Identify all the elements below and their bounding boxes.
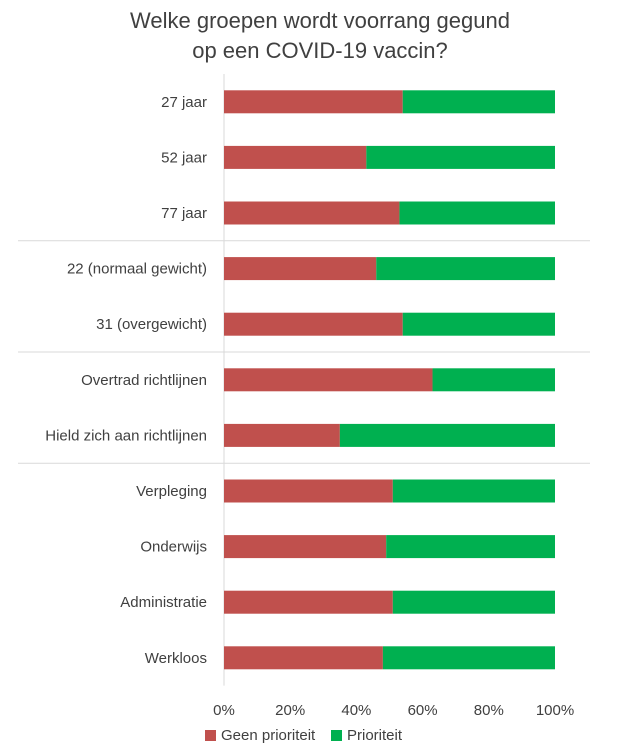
bar-segment-prioriteit [382,646,555,670]
category-label: 22 (normaal gewicht) [67,261,207,278]
bar-segment-geen-prioriteit [224,646,383,670]
bar-segment-geen-prioriteit [224,368,433,392]
bar-segment-prioriteit [386,535,555,559]
category-label: Verpleging [136,483,207,500]
bar-segment-geen-prioriteit [224,479,393,503]
legend-swatch-prioriteit [331,730,342,741]
category-label: 77 jaar [161,205,207,222]
x-tick-label: 0% [213,702,235,719]
bar-segment-prioriteit [376,257,555,281]
category-label: Administratie [120,594,207,611]
bar-segment-prioriteit [402,90,555,114]
legend-label: Geen prioriteit [221,727,316,744]
bar-segment-geen-prioriteit [224,257,377,281]
x-tick-label: 60% [408,702,438,719]
chart-title-line-1: Welke groepen wordt voorrang gegund [130,8,510,33]
category-label: 31 (overgewicht) [96,316,207,333]
x-tick-label: 40% [341,702,371,719]
bar-segment-prioriteit [432,368,555,392]
x-tick-label: 100% [536,702,574,719]
bar-segment-geen-prioriteit [224,423,340,447]
bar-segment-geen-prioriteit [224,312,403,336]
bar-segment-prioriteit [366,145,555,169]
category-label: Overtrad richtlijnen [81,372,207,389]
x-tick-label: 20% [275,702,305,719]
bar-segment-prioriteit [392,479,555,503]
x-tick-label: 80% [474,702,504,719]
category-label: 52 jaar [161,149,207,166]
bar-segment-prioriteit [392,590,555,614]
category-label: Werkloos [145,650,207,667]
bar-segment-prioriteit [339,423,555,447]
bar-segment-geen-prioriteit [224,535,387,559]
category-label: 27 jaar [161,94,207,111]
chart-title-line-2: op een COVID-19 vaccin? [192,38,448,63]
bar-segment-prioriteit [402,312,555,336]
legend-label: Prioriteit [347,727,403,744]
bar-segment-geen-prioriteit [224,590,393,614]
legend-swatch-geen-prioriteit [205,730,216,741]
bar-segment-prioriteit [399,201,555,225]
category-label: Onderwijs [140,539,207,556]
category-label: Hield zich aan richtlijnen [45,427,207,444]
bar-segment-geen-prioriteit [224,201,400,225]
bar-segment-geen-prioriteit [224,90,403,114]
bar-segment-geen-prioriteit [224,145,367,169]
